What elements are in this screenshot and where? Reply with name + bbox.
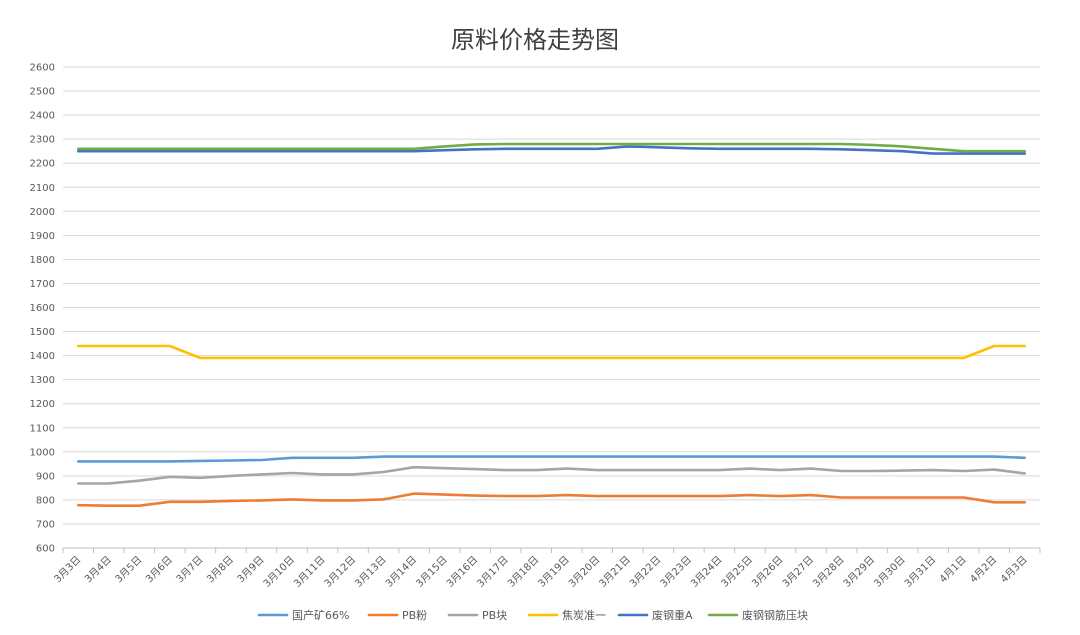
series-line	[77, 492, 1026, 508]
legend-label: PB块	[482, 609, 507, 622]
x-tick-label: 3月5日	[113, 554, 145, 586]
y-tick-label: 800	[36, 495, 55, 506]
y-tick-label: 700	[36, 519, 55, 530]
x-tick-label: 3月11日	[292, 554, 328, 590]
y-tick-label: 2100	[30, 183, 55, 194]
x-tick-label: 3月10日	[261, 554, 297, 590]
y-tick-label: 1900	[30, 231, 55, 242]
series-line	[77, 455, 1026, 463]
legend-label: 废钢重A	[652, 608, 693, 622]
x-tick-label: 3月20日	[566, 554, 602, 590]
x-tick-label: 3月4日	[82, 554, 114, 586]
x-tick-label: 3月8日	[204, 554, 236, 586]
x-tick-label: 3月21日	[597, 554, 633, 590]
chart-title: 原料价格走势图	[451, 26, 619, 54]
grid-lines	[63, 66, 1040, 549]
x-tick-label: 3月13日	[353, 554, 389, 590]
y-tick-label: 1300	[30, 375, 55, 386]
y-tick-label: 2500	[30, 87, 55, 98]
y-tick-label: 600	[36, 544, 55, 555]
x-tick-label: 3月30日	[872, 554, 908, 590]
x-tick-label: 3月17日	[475, 554, 511, 590]
x-tick-label: 4月2日	[968, 554, 1000, 586]
x-axis: 3月3日 3月4日 3月5日 3月6日 3月7日 3月8日 3月9日3月10日3月11日3月…	[52, 547, 1041, 590]
x-tick-label: 3月6日	[143, 554, 175, 586]
x-tick-label: 3月7日	[174, 554, 206, 586]
x-tick-label: 3月16日	[444, 554, 480, 590]
x-tick-label: 3月28日	[811, 554, 847, 590]
x-tick-label: 4月3日	[998, 554, 1030, 586]
x-tick-label: 3月18日	[505, 554, 541, 590]
y-tick-label: 2400	[30, 111, 55, 122]
x-tick-label: 3月31日	[902, 554, 938, 590]
y-tick-label: 1400	[30, 351, 55, 362]
y-tick-label: 2200	[30, 159, 55, 170]
series-lines	[77, 142, 1026, 508]
x-tick-label: 3月23日	[658, 554, 694, 590]
x-tick-label: 3月12日	[322, 554, 358, 590]
series-line	[77, 344, 1026, 360]
y-tick-label: 1800	[30, 255, 55, 266]
legend: 国产矿66% PB粉 PB块 焦炭准一 废钢重A 废钢钢筋压块	[257, 608, 808, 622]
x-tick-label: 3月19日	[536, 554, 572, 590]
y-tick-label: 900	[36, 471, 55, 482]
series-line	[77, 142, 1026, 153]
series-line	[77, 465, 1026, 485]
x-tick-label: 3月29日	[841, 554, 877, 590]
x-tick-label: 3月14日	[383, 554, 419, 590]
x-tick-label: 3月26日	[749, 554, 785, 590]
legend-label: PB粉	[402, 609, 427, 622]
x-tick-label: 3月25日	[719, 554, 755, 590]
y-tick-label: 2600	[30, 63, 55, 74]
y-axis-ticks: 600 700 800 900 1000 1100 1200 1300 1400 1500 1600…	[30, 63, 55, 555]
x-tick-label: 3月15日	[414, 554, 450, 590]
x-tick-label: 3月22日	[627, 554, 663, 590]
y-tick-label: 2000	[30, 207, 55, 218]
legend-label: 焦炭准一	[562, 609, 606, 622]
legend-label: 废钢钢筋压块	[742, 608, 808, 622]
y-tick-label: 1700	[30, 279, 55, 290]
y-tick-label: 1600	[30, 303, 55, 314]
y-tick-label: 1200	[30, 399, 55, 410]
y-tick-label: 2300	[30, 135, 55, 146]
x-tick-label: 3月24日	[688, 554, 724, 590]
x-tick-label: 3月3日	[52, 554, 84, 586]
y-tick-label: 1100	[30, 423, 55, 434]
y-tick-label: 1000	[30, 447, 55, 458]
legend-label: 国产矿66%	[292, 608, 349, 622]
x-tick-label: 4月1日	[937, 554, 969, 586]
x-tick-label: 3月27日	[780, 554, 816, 590]
series-line	[77, 145, 1026, 155]
y-tick-label: 1500	[30, 327, 55, 338]
